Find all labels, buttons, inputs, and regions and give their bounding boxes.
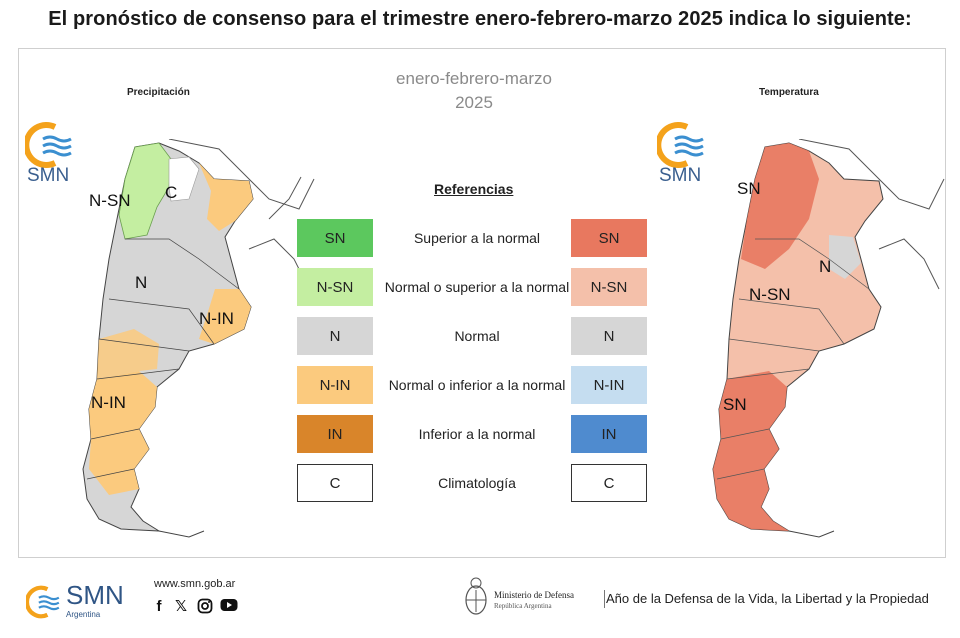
- temp-swatch-n-sn: N-SN: [571, 268, 647, 306]
- precip-map-title: Precipitación: [127, 87, 190, 98]
- precip-swatch-n: N: [297, 317, 373, 355]
- precip-label-n: N: [135, 273, 148, 292]
- footer-motto: Año de la Defensa de la Vida, la Liberta…: [606, 591, 929, 606]
- coat-of-arms-icon: [465, 577, 487, 615]
- precip-swatch-in: IN: [297, 415, 373, 453]
- temp-map-title: Temperatura: [759, 87, 819, 98]
- precip-swatch-sn: SN: [297, 219, 373, 257]
- precip-n-in-south-region: [89, 371, 157, 495]
- smn-logo-left: SMN: [23, 121, 85, 191]
- smn-sun-icon: [23, 122, 72, 168]
- ministry-name: Ministerio de Defensa: [494, 590, 574, 600]
- precip-map: [82, 139, 315, 538]
- precip-c-region: [168, 156, 200, 202]
- precip-label-n-sn: N-SN: [89, 191, 131, 210]
- reference-label: Climatología: [438, 475, 516, 491]
- temp-swatch-c: C: [571, 464, 647, 502]
- precip-label-n-in-south: N-IN: [91, 393, 126, 412]
- reference-label: Superior a la normal: [413, 230, 541, 246]
- page-headline: El pronóstico de consenso para el trimes…: [48, 8, 912, 30]
- temp-label-sn-north: SN: [737, 179, 761, 198]
- temp-swatch-sn: SN: [571, 219, 647, 257]
- footer-smn-logo[interactable]: SMN Argentina: [26, 580, 126, 624]
- instagram-icon[interactable]: [196, 598, 214, 616]
- footer: SMN Argentina www.smn.gob.ar f 𝕏 Ministe…: [0, 566, 960, 638]
- temp-label-sn-south: SN: [723, 395, 747, 414]
- temp-map: [712, 139, 945, 538]
- temp-swatch-n-in: N-IN: [571, 366, 647, 404]
- forecast-panel: Precipitación SMN N-SN C N N-IN N: [18, 48, 946, 558]
- ministry-logo: Ministerio de Defensa República Argentin…: [462, 574, 592, 624]
- period-title: enero-febrero-marzo 2025: [19, 67, 929, 115]
- temp-swatch-in: IN: [571, 415, 647, 453]
- smn-sun-icon: [26, 585, 60, 619]
- footer-divider: [604, 590, 605, 608]
- temp-sn-north-region: [741, 143, 819, 269]
- smn-sun-icon: [655, 122, 704, 168]
- reference-label: Normal: [454, 328, 500, 344]
- precip-label-n-in-east: N-IN: [199, 309, 234, 328]
- reference-label: Normal o superior a la normal: [384, 279, 570, 295]
- temp-sn-south-region: [713, 371, 789, 531]
- smn-logo-text: SMN: [659, 165, 702, 186]
- temp-label-n: N: [819, 257, 832, 276]
- period-year: 2025: [455, 93, 493, 112]
- youtube-icon[interactable]: [220, 598, 238, 616]
- precip-n-in-ne-region: [199, 163, 253, 231]
- footer-argentina-text: Argentina: [66, 610, 101, 619]
- temp-swatch-n: N: [571, 317, 647, 355]
- precip-swatch-n-sn: N-SN: [297, 268, 373, 306]
- temp-label-n-sn: N-SN: [749, 285, 791, 304]
- precip-swatch-n-in: N-IN: [297, 366, 373, 404]
- precip-n-sn-region: [118, 142, 172, 240]
- period-months: enero-febrero-marzo: [396, 69, 552, 88]
- references-title: Referencias: [434, 181, 514, 197]
- reference-label: Inferior a la normal: [418, 426, 536, 442]
- precip-label-c: C: [165, 183, 178, 202]
- facebook-icon[interactable]: f: [156, 598, 162, 615]
- footer-smn-text: SMN: [66, 580, 124, 610]
- x-icon[interactable]: 𝕏: [174, 598, 188, 615]
- precip-n-in-east-region: [199, 289, 251, 344]
- smn-logo-text: SMN: [27, 165, 70, 186]
- website-link[interactable]: www.smn.gob.ar: [154, 578, 236, 590]
- precip-swatch-c: C: [297, 464, 373, 502]
- ministry-subtitle: República Argentina: [494, 602, 552, 610]
- temp-n-region: [829, 235, 861, 279]
- smn-logo-right: SMN: [655, 121, 717, 191]
- reference-label: Normal o inferior a la normal: [388, 377, 566, 393]
